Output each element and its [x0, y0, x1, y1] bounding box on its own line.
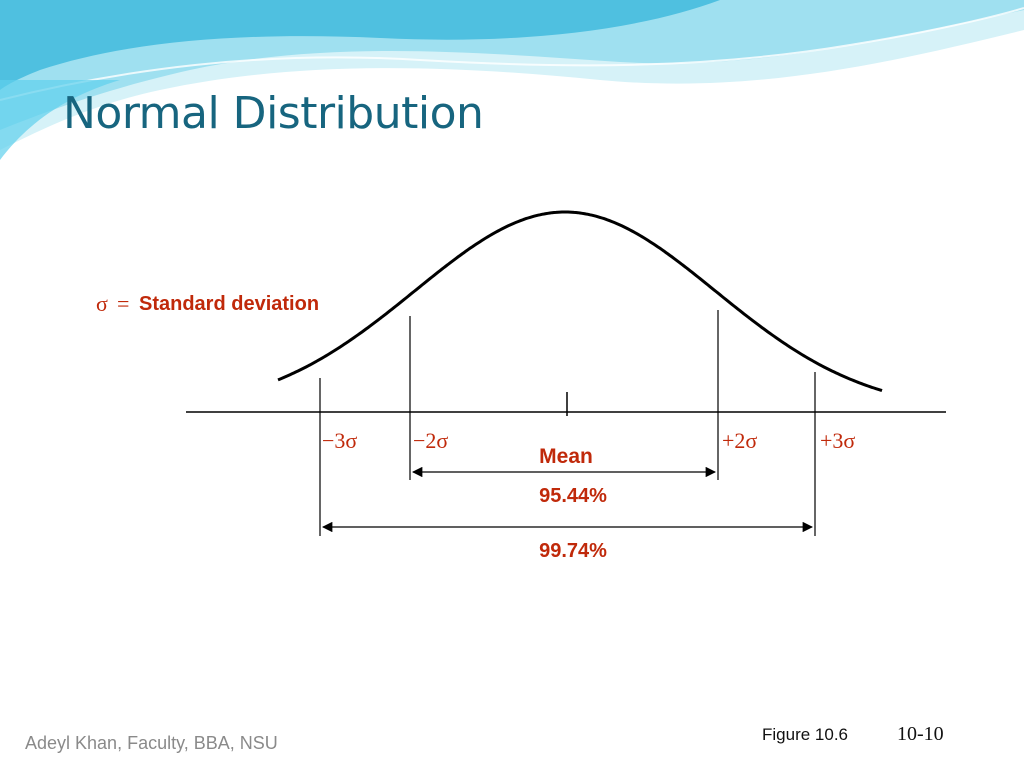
slide-title: Normal Distribution [63, 88, 484, 139]
slide-number: 10-10 [897, 723, 944, 745]
legend-standard-deviation: Standard deviation [139, 293, 319, 315]
header-wave-decoration [0, 0, 1024, 160]
bell-curve [277, 210, 883, 393]
marker-minus-2-sigma: −2σ [413, 428, 448, 453]
range-3-sigma-percent: 99.74% [539, 540, 607, 562]
mean-label: Mean [539, 445, 593, 468]
marker-minus-3-sigma: −3σ [322, 428, 357, 453]
wave-highlight-line [0, 7, 1024, 101]
figure-label: Figure 10.6 [762, 725, 848, 744]
marker-plus-2-sigma: +2σ [722, 428, 757, 453]
footer-author: Adeyl Khan, Faculty, BBA, NSU [25, 733, 278, 753]
wave-corner [0, 80, 120, 160]
legend-sigma-symbol: σ [96, 291, 108, 316]
marker-plus-3-sigma: +3σ [820, 428, 855, 453]
range-2-sigma-percent: 95.44% [539, 485, 607, 507]
wave-front [0, 0, 720, 90]
legend-equals-sign: = [117, 291, 129, 316]
